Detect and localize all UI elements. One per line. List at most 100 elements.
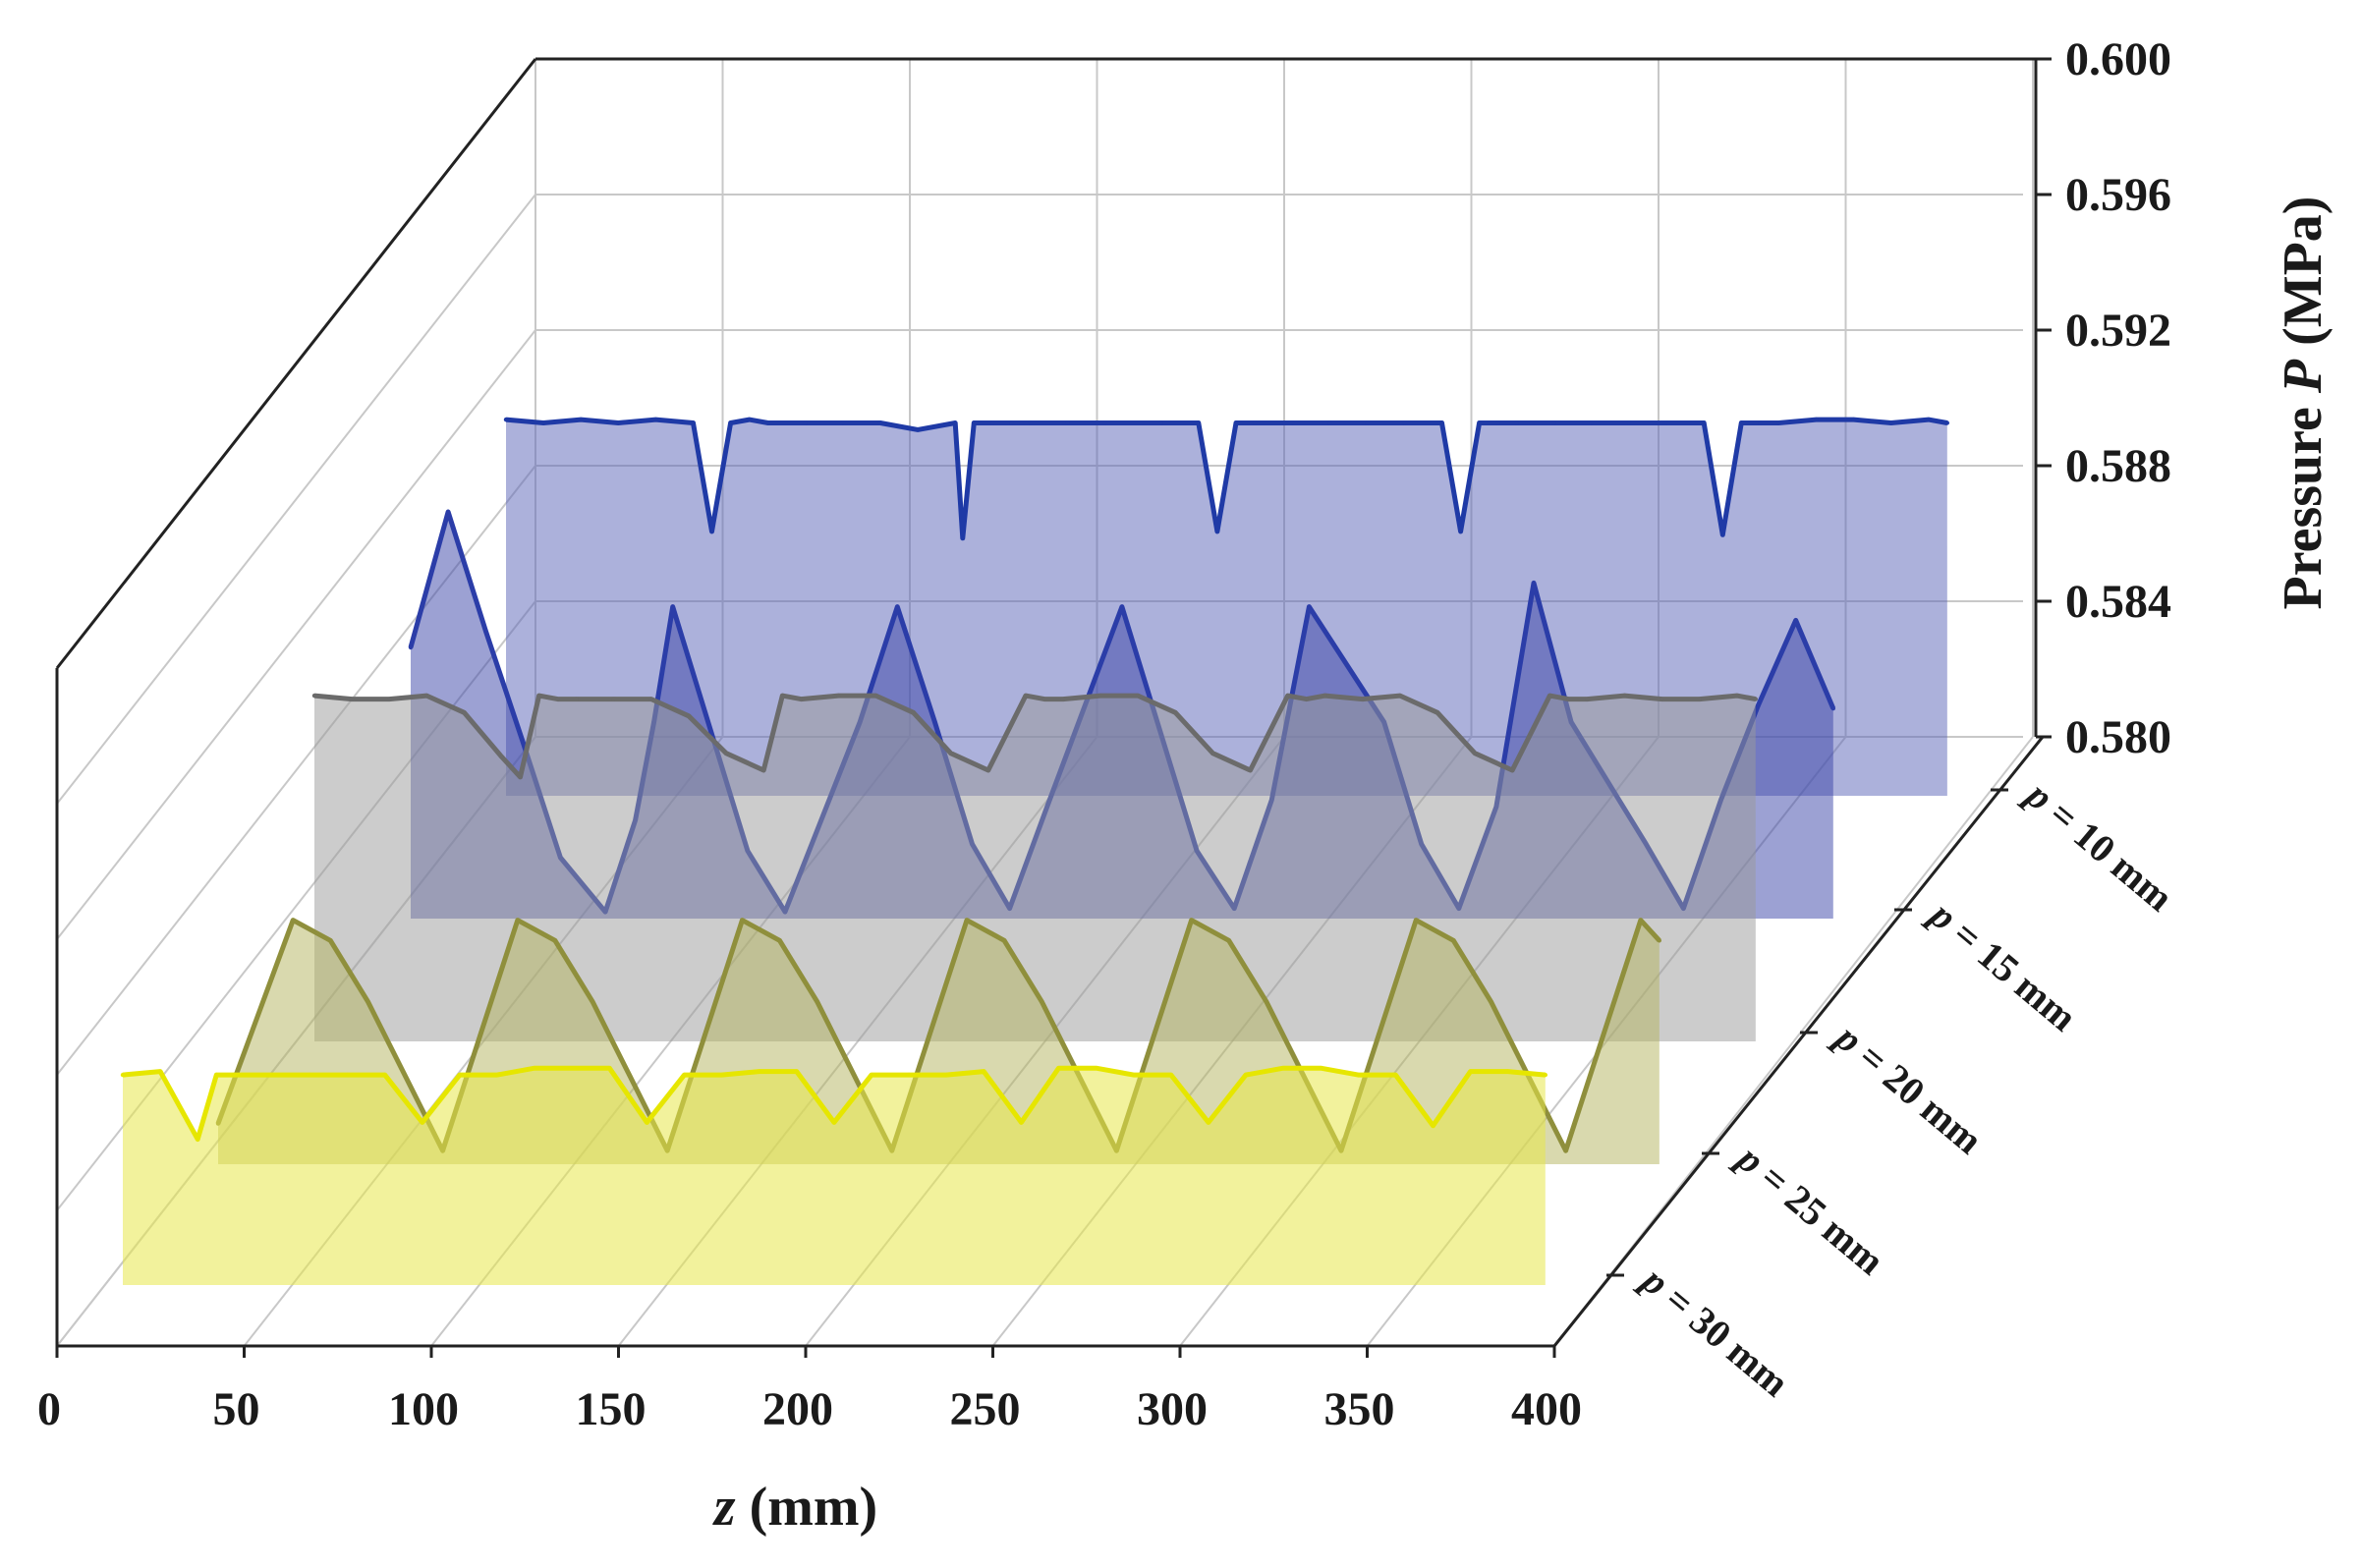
- series-point: [1431, 1123, 1435, 1129]
- series-point: [794, 1069, 799, 1074]
- series-point: [552, 938, 558, 943]
- series-point: [214, 1072, 219, 1078]
- series-point: [1040, 999, 1044, 1004]
- series-point: [420, 1120, 424, 1125]
- series-point: [1189, 918, 1194, 923]
- series-point: [932, 719, 937, 725]
- series-point: [1793, 618, 1798, 623]
- series-point: [799, 697, 804, 701]
- series-point: [233, 1072, 238, 1078]
- series-point: [1102, 420, 1107, 425]
- series-point: [1019, 1120, 1024, 1125]
- series-point: [1304, 697, 1309, 701]
- depth-label-value: = 15 mm: [1938, 905, 2086, 1039]
- series-point: [915, 427, 921, 432]
- series-point: [728, 420, 733, 425]
- series-point: [1477, 420, 1482, 425]
- series-point: [1472, 751, 1478, 756]
- series-point: [1168, 1072, 1174, 1078]
- depth-label: p = 20 mm: [1826, 1013, 1992, 1162]
- series-point: [709, 529, 714, 534]
- y-axis-title: Pressure P (MPa): [2273, 196, 2334, 610]
- series-point: [873, 693, 878, 699]
- series-point: [494, 1072, 500, 1078]
- series-point: [483, 628, 488, 633]
- series-point: [953, 420, 958, 425]
- y-axis-title-prefix: Pressure: [2273, 393, 2334, 609]
- series-point: [1136, 693, 1141, 699]
- series-point: [1566, 697, 1571, 701]
- series-point: [927, 1033, 932, 1038]
- series-point: [579, 417, 584, 422]
- y-axis-title-variable: P: [2273, 359, 2334, 394]
- series-point: [1393, 1072, 1398, 1078]
- series-point: [1206, 1120, 1211, 1125]
- series-point: [719, 1072, 724, 1078]
- series-point: [424, 693, 429, 699]
- series-point: [1322, 693, 1327, 699]
- y-tick-label: 0.588: [2065, 440, 2171, 492]
- series-point: [403, 1074, 408, 1079]
- series-point: [765, 420, 770, 425]
- series-point: [478, 1033, 482, 1038]
- series-point: [1531, 581, 1537, 586]
- series-point: [1210, 751, 1215, 756]
- series-point: [761, 767, 766, 773]
- series-point: [345, 1072, 350, 1078]
- series-point: [1495, 420, 1500, 425]
- series-point: [1888, 420, 1893, 425]
- series-point: [1547, 693, 1552, 699]
- series-point: [747, 417, 752, 422]
- series-point: [964, 918, 970, 923]
- x-axis-title-variable: z: [712, 1477, 736, 1538]
- series-point: [852, 1074, 857, 1079]
- series-point: [1307, 604, 1312, 609]
- series-point: [682, 1072, 687, 1078]
- series-point: [1009, 420, 1014, 425]
- y-tick-label: 0.584: [2065, 576, 2171, 628]
- series-point: [1173, 710, 1178, 715]
- depth-label: p = 10 mm: [2016, 770, 2182, 920]
- series-point: [1243, 1072, 1249, 1078]
- series-area: [123, 1068, 1546, 1285]
- depth-label: p = 25 mm: [1727, 1134, 1893, 1283]
- series-point: [157, 1069, 163, 1074]
- series-point: [1944, 420, 1950, 425]
- series-point: [1739, 420, 1744, 425]
- series-point: [253, 1019, 258, 1025]
- series-point: [1397, 693, 1403, 699]
- series-point: [1233, 420, 1239, 425]
- series-point: [1028, 420, 1033, 425]
- series-point: [1458, 529, 1463, 534]
- series-point: [780, 693, 785, 699]
- x-tick-label: 50: [213, 1383, 260, 1435]
- depth-label-value: = 20 mm: [1843, 1028, 1992, 1162]
- y-tick-label: 0.592: [2065, 305, 2171, 357]
- series-point: [777, 938, 782, 943]
- series-point: [1360, 697, 1366, 701]
- series-point: [1451, 938, 1456, 943]
- series-point: [990, 420, 995, 425]
- series-point: [645, 1120, 649, 1125]
- series-point: [1097, 693, 1103, 699]
- series-point: [616, 420, 621, 425]
- series-point: [1439, 420, 1444, 425]
- series-point: [540, 420, 546, 425]
- series-point: [1376, 1033, 1381, 1038]
- series-point: [707, 726, 712, 731]
- series-point: [670, 604, 675, 609]
- series-point: [1327, 420, 1332, 425]
- x-tick-label: 350: [1324, 1383, 1395, 1435]
- x-tick-label: 150: [576, 1383, 647, 1435]
- series-point: [462, 710, 467, 715]
- y-tick-label: 0.580: [2065, 711, 2171, 763]
- series-point: [836, 693, 841, 699]
- series-point: [895, 604, 900, 609]
- series-point: [499, 755, 504, 759]
- series-point: [1589, 420, 1595, 425]
- series-point: [503, 417, 509, 422]
- depth-label-value: = 10 mm: [2034, 785, 2182, 920]
- series-point: [1285, 693, 1290, 699]
- series-point: [757, 1069, 761, 1074]
